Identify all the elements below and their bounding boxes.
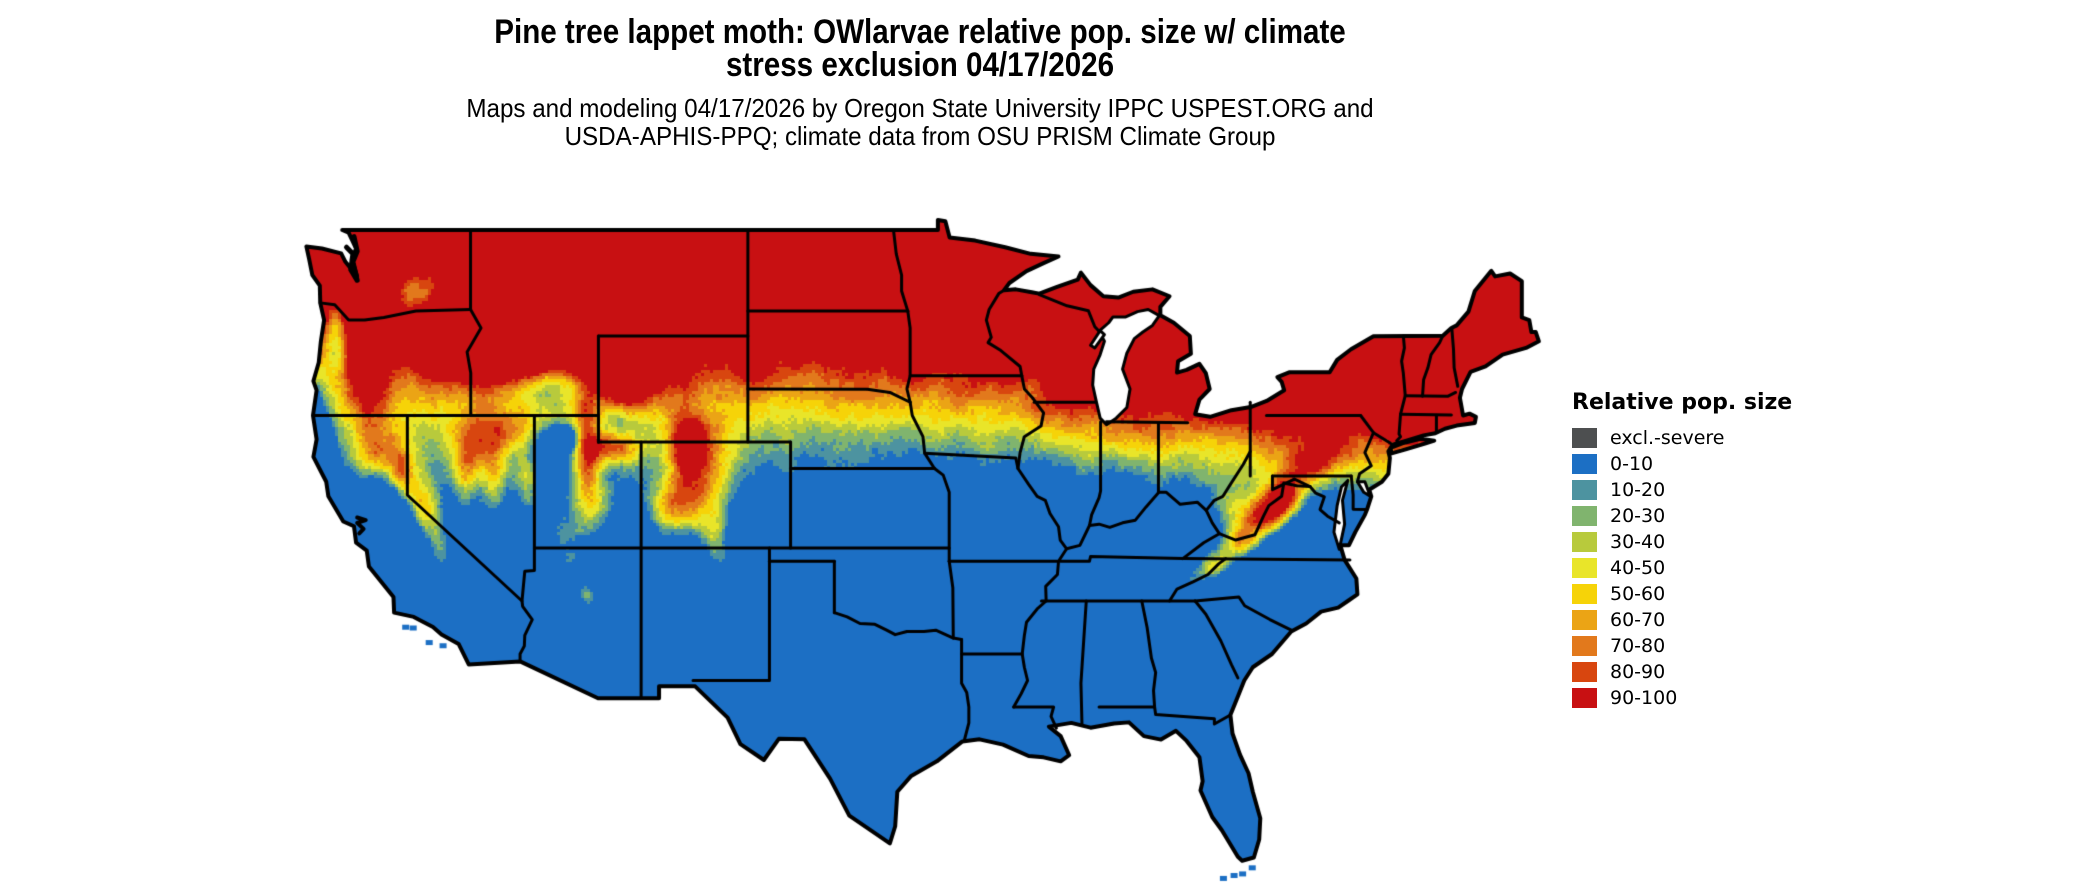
legend-label: 60-70 bbox=[1610, 609, 1666, 631]
legend-label: 90-100 bbox=[1610, 687, 1678, 709]
legend: Relative pop. size excl.-severe 0-10 10-20… bbox=[1572, 391, 1792, 714]
legend-item: 60-70 bbox=[1572, 610, 1792, 630]
legend-label: 10-20 bbox=[1610, 479, 1666, 501]
legend-swatch bbox=[1572, 480, 1597, 500]
legend-swatch bbox=[1572, 454, 1597, 474]
legend-label: 0-10 bbox=[1610, 453, 1654, 475]
legend-swatch bbox=[1572, 636, 1597, 656]
legend-item: 0-10 bbox=[1572, 454, 1792, 474]
legend-items: excl.-severe 0-10 10-20 20-30 30-40 40-50 50-6… bbox=[1572, 428, 1792, 708]
legend-swatch bbox=[1572, 610, 1597, 630]
legend-item: excl.-severe bbox=[1572, 428, 1792, 448]
legend-item: 80-90 bbox=[1572, 662, 1792, 682]
legend-swatch bbox=[1572, 506, 1597, 526]
legend-item: 40-50 bbox=[1572, 558, 1792, 578]
legend-swatch bbox=[1572, 532, 1597, 552]
legend-item: 10-20 bbox=[1572, 480, 1792, 500]
legend-label: 40-50 bbox=[1610, 557, 1666, 579]
legend-item: 90-100 bbox=[1572, 688, 1792, 708]
legend-label: 70-80 bbox=[1610, 635, 1666, 657]
legend-item: 20-30 bbox=[1572, 506, 1792, 526]
legend-label: 30-40 bbox=[1610, 531, 1666, 553]
legend-swatch bbox=[1572, 662, 1597, 682]
legend-label: excl.-severe bbox=[1610, 427, 1725, 449]
legend-label: 20-30 bbox=[1610, 505, 1666, 527]
legend-swatch bbox=[1572, 558, 1597, 578]
legend-label: 80-90 bbox=[1610, 661, 1666, 683]
legend-item: 70-80 bbox=[1572, 636, 1792, 656]
legend-title: Relative pop. size bbox=[1572, 390, 1793, 415]
legend-swatch bbox=[1572, 688, 1597, 708]
legend-item: 50-60 bbox=[1572, 584, 1792, 604]
legend-swatch bbox=[1572, 428, 1597, 448]
legend-label: 50-60 bbox=[1610, 583, 1666, 605]
legend-item: 30-40 bbox=[1572, 532, 1792, 552]
legend-swatch bbox=[1572, 584, 1597, 604]
